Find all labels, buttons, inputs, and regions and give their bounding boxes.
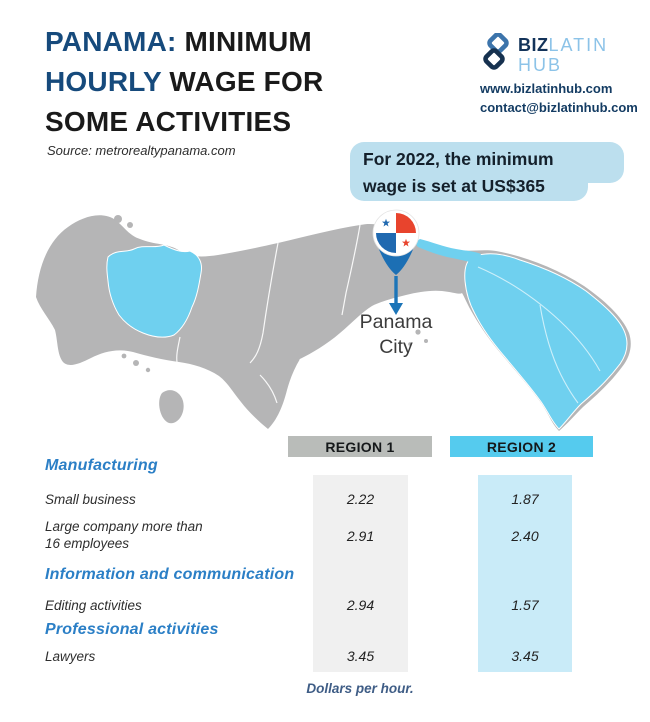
value-large-company-region1: 2.91	[346, 528, 375, 544]
logo-word-biz: BIZ	[518, 35, 549, 55]
row-label-editing-activities: Editing activities	[45, 598, 142, 613]
pearl-island	[408, 342, 412, 346]
category-professional-activities: Professional activities	[45, 621, 219, 638]
region2-header: REGION 2	[450, 436, 593, 457]
map-coastal-strip-highlight	[416, 239, 481, 264]
value-editing-region2: 1.57	[511, 597, 539, 613]
bocas-island	[127, 222, 133, 228]
row-label-lawyers: Lawyers	[45, 649, 96, 664]
coiba-island	[159, 390, 184, 424]
region2-column-background	[478, 475, 572, 672]
callout-bubble	[350, 142, 588, 201]
title-rest-1: MINIMUM	[176, 26, 312, 57]
logo-line-1: BIZLATIN	[518, 36, 648, 56]
row-label-large-company: Large company more than 16 employees	[45, 518, 203, 552]
category-information-communication: Information and communication	[45, 566, 295, 583]
title-accent-1: PANAMA:	[45, 26, 177, 57]
title-rest-2: WAGE FOR	[161, 66, 324, 97]
title-accent-2: HOURLY	[45, 66, 162, 97]
callout-line-1: For 2022, the minimum	[363, 149, 554, 169]
value-lawyers-region2: 3.45	[511, 648, 539, 664]
website-link: www.bizlatinhub.com	[480, 81, 613, 96]
chain-link-icon	[483, 33, 509, 70]
callout-line-2: wage is set at US$365	[363, 176, 545, 196]
panama-map: Panama City	[36, 209, 631, 431]
city-label-line2: City	[379, 336, 413, 358]
value-small-business-region2: 1.87	[511, 491, 539, 507]
value-small-business-region1: 2.22	[346, 491, 375, 507]
email-link: contact@bizlatinhub.com	[480, 100, 638, 115]
title-line-2: HOURLY WAGE FOR	[45, 62, 365, 102]
logo-word-hub: HUB	[518, 55, 563, 75]
source-credit: Source: metrorealtypanama.com	[47, 143, 236, 158]
small-island	[133, 360, 139, 366]
callout-text: For 2022, the minimum wage is set at US$3…	[363, 146, 631, 200]
units-footnote: Dollars per hour.	[306, 681, 414, 696]
region1-column-background	[313, 475, 408, 672]
category-manufacturing: Manufacturing	[45, 457, 158, 474]
map-region-west-highlight	[106, 244, 202, 338]
title-line-1: PANAMA: MINIMUM	[45, 22, 365, 62]
logo-word-latin: LATIN	[548, 35, 609, 55]
large-company-line2: 16 employees	[45, 536, 130, 551]
city-label-line1: Panama	[360, 311, 433, 333]
contact-block: www.bizlatinhub.com contact@bizlatinhub.…	[480, 79, 650, 117]
bocas-island	[105, 226, 111, 232]
title-line-3: SOME ACTIVITIES	[45, 106, 292, 137]
pearl-island	[424, 339, 428, 343]
value-lawyers-region1: 3.45	[346, 648, 375, 664]
map-region-east-highlight	[464, 253, 628, 430]
value-large-company-region2: 2.40	[511, 528, 539, 544]
pearl-island	[415, 329, 421, 335]
east-region-borders	[477, 266, 601, 404]
page-title: PANAMA: MINIMUM HOURLY WAGE FOR SOME ACT…	[45, 22, 365, 142]
large-company-line1: Large company more than	[45, 519, 203, 534]
value-editing-region1: 2.94	[346, 597, 375, 613]
bocas-island	[114, 215, 122, 223]
bizlatinhub-logo: BIZLATIN HUB	[518, 36, 648, 74]
region1-header: REGION 1	[288, 436, 432, 457]
province-borders	[176, 224, 361, 428]
small-island	[145, 367, 151, 373]
row-label-small-business: Small business	[45, 492, 136, 507]
panama-flag-pin-icon	[372, 209, 420, 275]
city-arrow-icon	[389, 276, 403, 315]
small-island	[121, 353, 127, 359]
